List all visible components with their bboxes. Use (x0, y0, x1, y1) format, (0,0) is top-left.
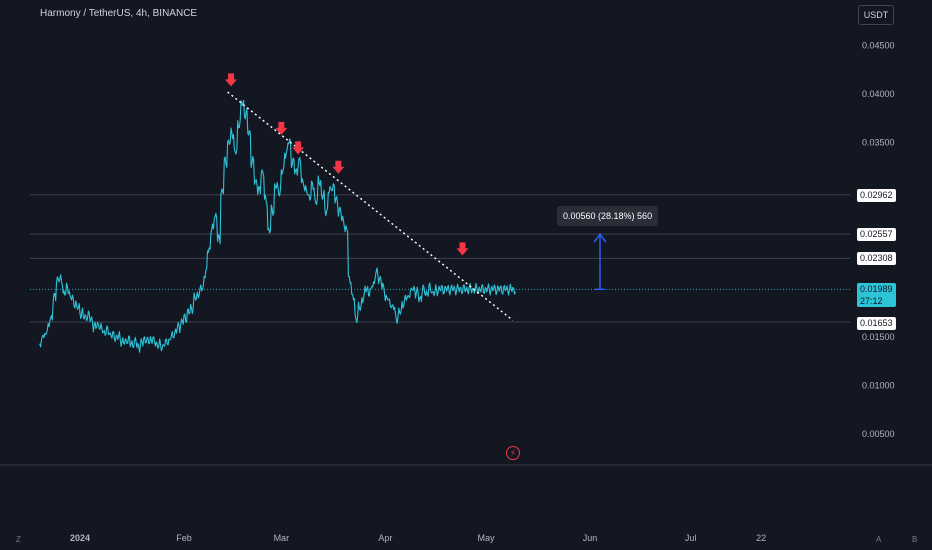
measure-label: 0.00560 (28.18%) 560 (557, 206, 659, 226)
price-tag-resistance-low: 0.02308 (857, 252, 896, 265)
lightning-icon[interactable]: ⚡ (506, 446, 520, 460)
x-tick-label-1: Feb (176, 533, 192, 543)
y-tick-label-3: 0.01500 (862, 332, 895, 342)
down-arrow-2 (292, 141, 305, 155)
down-arrow-3 (332, 160, 345, 174)
price-tag-current: 0.01989 27:12 (857, 283, 896, 307)
price-tag-resistance-top: 0.02962 (857, 189, 896, 202)
trendline (227, 91, 514, 321)
down-arrow-0 (224, 73, 237, 87)
price-series-line (39, 99, 516, 353)
countdown: 27:12 (860, 296, 883, 306)
price-tag-support: 0.01653 (857, 317, 896, 330)
x-tick-label-5: Jun (583, 533, 598, 543)
price-tag-resistance-mid: 0.02557 (857, 228, 896, 241)
currency-button[interactable]: USDT (858, 5, 894, 25)
y-tick-label-5: 0.00500 (862, 429, 895, 439)
y-tick-label-1: 0.04000 (862, 89, 895, 99)
x-tick-label-7: 22 (756, 533, 766, 543)
x-tick-label-4: May (477, 533, 495, 543)
x-tick-label-0: 2024 (70, 533, 90, 543)
y-tick-label-2: 0.03500 (862, 138, 895, 148)
corner-label-b[interactable]: B (912, 535, 918, 544)
y-tick-label-4: 0.01000 (862, 380, 895, 390)
symbol-title[interactable]: Harmony / TetherUS, 4h, BINANCE (40, 8, 198, 19)
down-arrow-4 (456, 242, 469, 256)
current-price: 0.01989 (860, 284, 893, 294)
corner-label-a[interactable]: A (876, 535, 882, 544)
x-tick-label-6: Jul (685, 533, 697, 543)
x-tick-label-3: Apr (378, 533, 392, 543)
measure-arrowhead (593, 233, 607, 243)
corner-label-left[interactable]: Z (16, 535, 21, 544)
y-tick-label-0: 0.04500 (862, 40, 895, 50)
down-arrow-1 (275, 121, 288, 135)
x-tick-label-2: Mar (274, 533, 290, 543)
